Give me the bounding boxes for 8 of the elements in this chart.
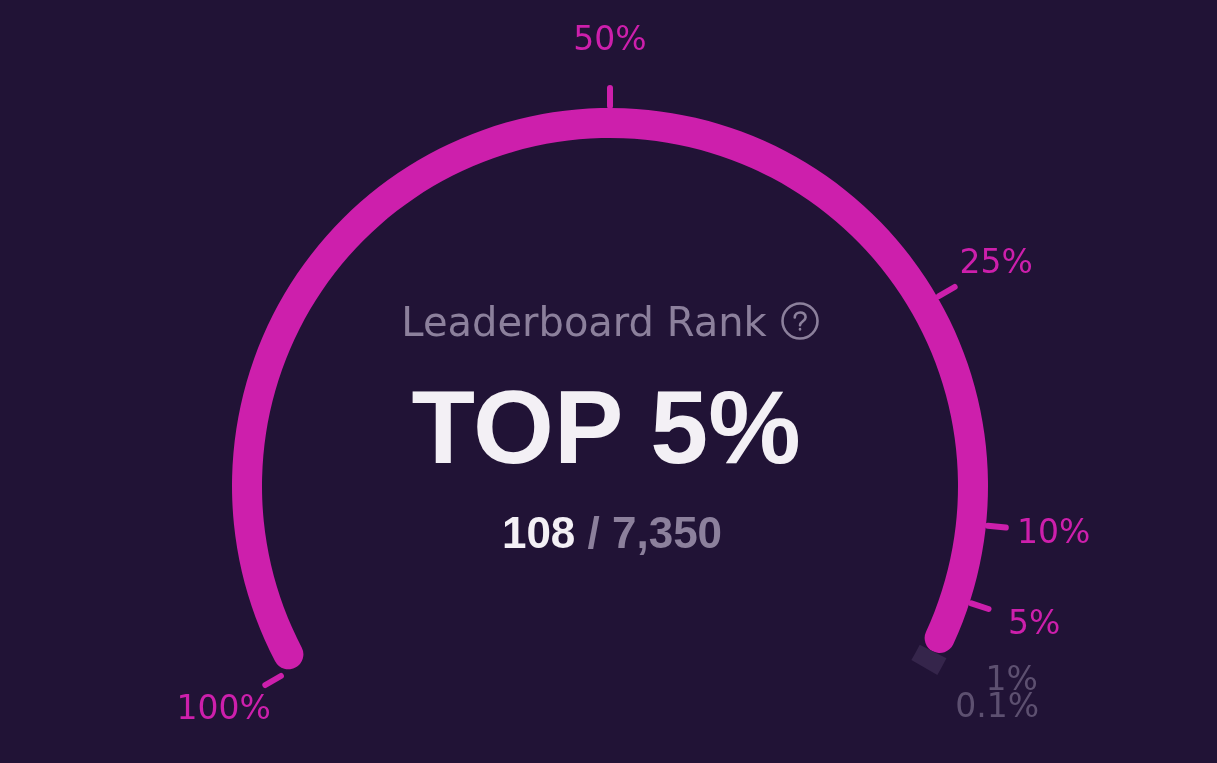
text: TOP 5% [411,369,801,485]
text: 5% [1007,602,1061,642]
text: 108 / 7,350 [501,508,723,557]
text: Leaderboard Rank [401,299,768,345]
text: 50% [573,19,647,58]
text: 100% [176,688,271,727]
text: 25% [959,242,1033,281]
text: 10% [1016,511,1091,551]
